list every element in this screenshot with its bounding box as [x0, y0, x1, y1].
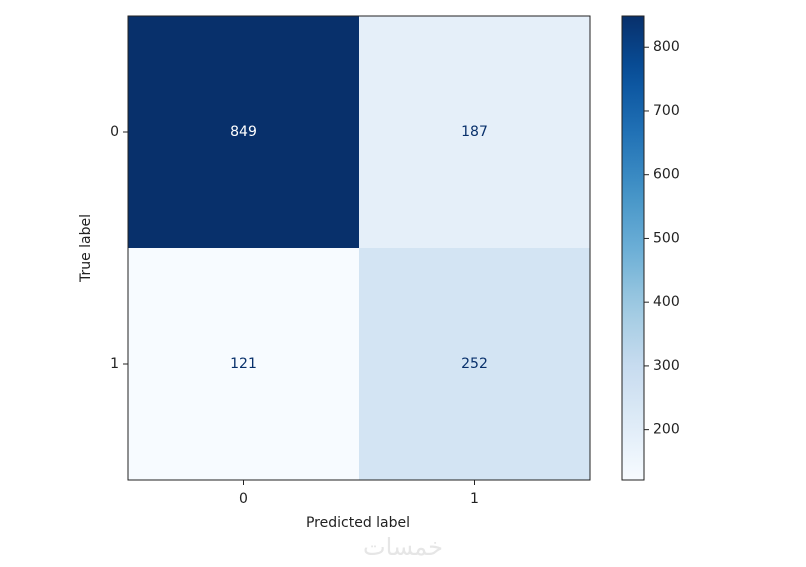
- colorbar-tick-label: 600: [653, 167, 680, 183]
- cell-label: 849: [230, 124, 257, 140]
- plot-frame: [127, 15, 591, 481]
- colorbar-tick-label: 300: [653, 358, 680, 374]
- colorbar-tick-label: 500: [653, 230, 680, 246]
- y-tick-label: 1: [110, 356, 119, 372]
- cell-label: 121: [230, 356, 257, 372]
- colorbar-tick-label: 700: [653, 103, 680, 119]
- y-tick-label: 0: [110, 124, 119, 140]
- x-tick-label: 0: [239, 491, 248, 507]
- cell: [128, 16, 359, 248]
- cell: [359, 248, 590, 480]
- y-axis-label: True label: [78, 214, 94, 283]
- cell: [359, 16, 590, 248]
- x-axis-label: Predicted label: [306, 515, 410, 531]
- colorbar-tick-label: 800: [653, 39, 680, 55]
- cell: [128, 248, 359, 480]
- watermark: خمسات: [363, 533, 443, 561]
- cell-label: 187: [461, 124, 488, 140]
- colorbar-tick-label: 400: [653, 294, 680, 310]
- colorbar: [621, 15, 645, 481]
- colorbar-tick-label: 200: [653, 422, 680, 438]
- x-tick-label: 1: [470, 491, 479, 507]
- cell-label: 252: [461, 356, 488, 372]
